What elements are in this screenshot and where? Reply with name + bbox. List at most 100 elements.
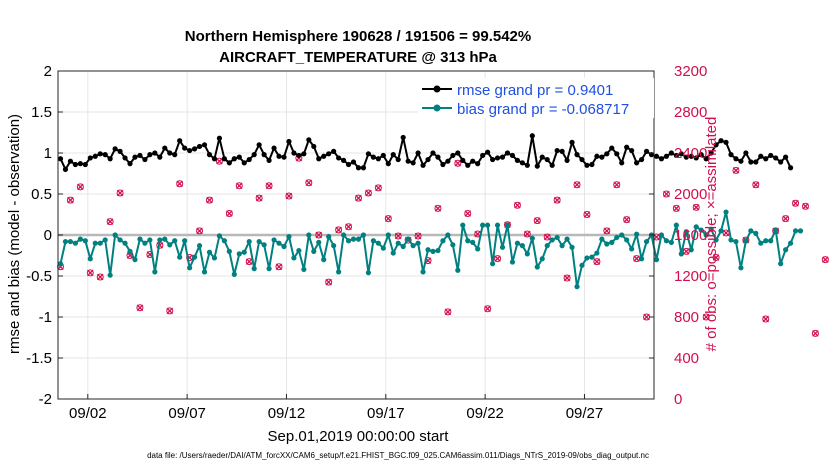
rmse-point [72,161,78,168]
rmse-point [340,157,347,163]
bias-point [251,266,257,272]
rmse-point [723,139,729,145]
obs-possible-point [484,305,492,313]
bias-point [470,239,476,245]
bias-point [599,236,605,242]
rmse-point [668,150,674,156]
obs-assimilated-point [762,315,770,323]
bias-point [594,250,600,256]
bias-point [246,238,252,245]
rmse-point [261,152,267,158]
rmse-point [743,150,749,156]
bias-point [480,222,486,228]
legend-bias-label: bias grand pr = -0.068717 [457,101,629,118]
obs-assimilated-point [87,269,94,277]
bias-point [355,236,362,242]
obs-assimilated-point [613,181,621,189]
rmse-point [604,151,610,157]
bias-point [410,243,416,249]
bias-point [787,240,794,246]
obs-possible-point [692,203,700,211]
obs-assimilated-point [583,211,591,218]
obs-assimilated-point [305,179,313,186]
bias-point [281,243,287,250]
rmse-point [569,139,575,145]
legend: rmse grand pr = 0.9401 bias grand pr = -… [418,78,654,118]
obs-possible-point [444,308,452,316]
rmse-point [445,158,451,164]
right-axis: 0 400 800 1200 1600 2000 2400 2800 3200 [649,63,707,408]
bias-point [221,238,227,244]
obs-possible-point [752,181,760,189]
bias-point [97,240,103,246]
y-left-tick-label: -1.5 [26,350,52,367]
rmse-point [172,152,178,158]
rmse-point [350,159,357,165]
rmse-point [465,162,471,168]
bias-point [524,251,530,257]
bias-point [276,240,282,246]
bias-point [286,234,292,240]
rmse-point [425,156,431,163]
y-right-tick-label: 2800 [674,104,707,121]
bias-point [266,266,272,272]
bias-point [604,241,610,247]
rmse-point [529,133,535,139]
rmse-point [390,152,396,158]
rmse-point [738,158,744,164]
rmse-point [619,160,625,166]
obs-assimilated-point [176,180,183,188]
rmse-point [430,150,436,156]
obs-assimilated-point [792,199,799,207]
bias-point [653,257,660,263]
rmse-point [783,154,789,160]
legend-rmse-label: rmse grand pr = 0.9401 [457,82,613,99]
y-left-tick-label: -1 [39,309,52,326]
y-left-tick-label: 0.5 [31,186,52,203]
bias-point [450,242,456,248]
rmse-point [624,144,630,150]
y-right-tick-label: 800 [674,309,699,326]
bias-point [336,269,342,275]
bias-point [430,248,436,254]
bias-point [678,251,684,257]
rmse-point [226,160,232,166]
rmse-point [216,135,223,141]
rmse-point [708,150,714,156]
rmse-point [499,154,506,160]
rmse-point [77,161,83,167]
bias-point [703,232,709,238]
obs-assimilated-point [325,278,332,286]
bias-point [211,255,218,261]
rmse-point [643,148,650,154]
y-right-tick-label: 3200 [674,63,707,80]
y-right-tick-label: 1600 [674,227,707,244]
obs-possible-point [325,278,333,286]
bias-point [668,239,674,245]
rmse-point [579,156,585,163]
obs-possible-point [762,315,770,323]
rmse-point [107,156,113,162]
obs-assimilated-point [275,263,283,271]
rmse-point [489,156,496,163]
chart-subtitle: AIRCRAFT_TEMPERATURE @ 313 hPa [219,49,497,66]
rmse-point [480,152,486,159]
bias-point [455,267,461,273]
bias-point [609,239,615,245]
obs-assimilated-point [712,254,720,261]
obs-assimilated-point [454,159,462,167]
bias-point [723,209,729,215]
bias-point [216,233,223,239]
bias-point [365,270,372,276]
bias-point [778,261,784,267]
y-right-tick-label: 400 [674,350,699,367]
bias-point [614,234,620,241]
obs-assimilated-point [653,233,660,241]
obs-possible-point [364,189,372,197]
rmse-point [375,156,381,162]
bias-point [172,238,178,244]
obs-possible-point [672,204,680,212]
bias-point [370,238,376,244]
obs-assimilated-point [692,204,700,211]
bias-point [624,237,630,243]
